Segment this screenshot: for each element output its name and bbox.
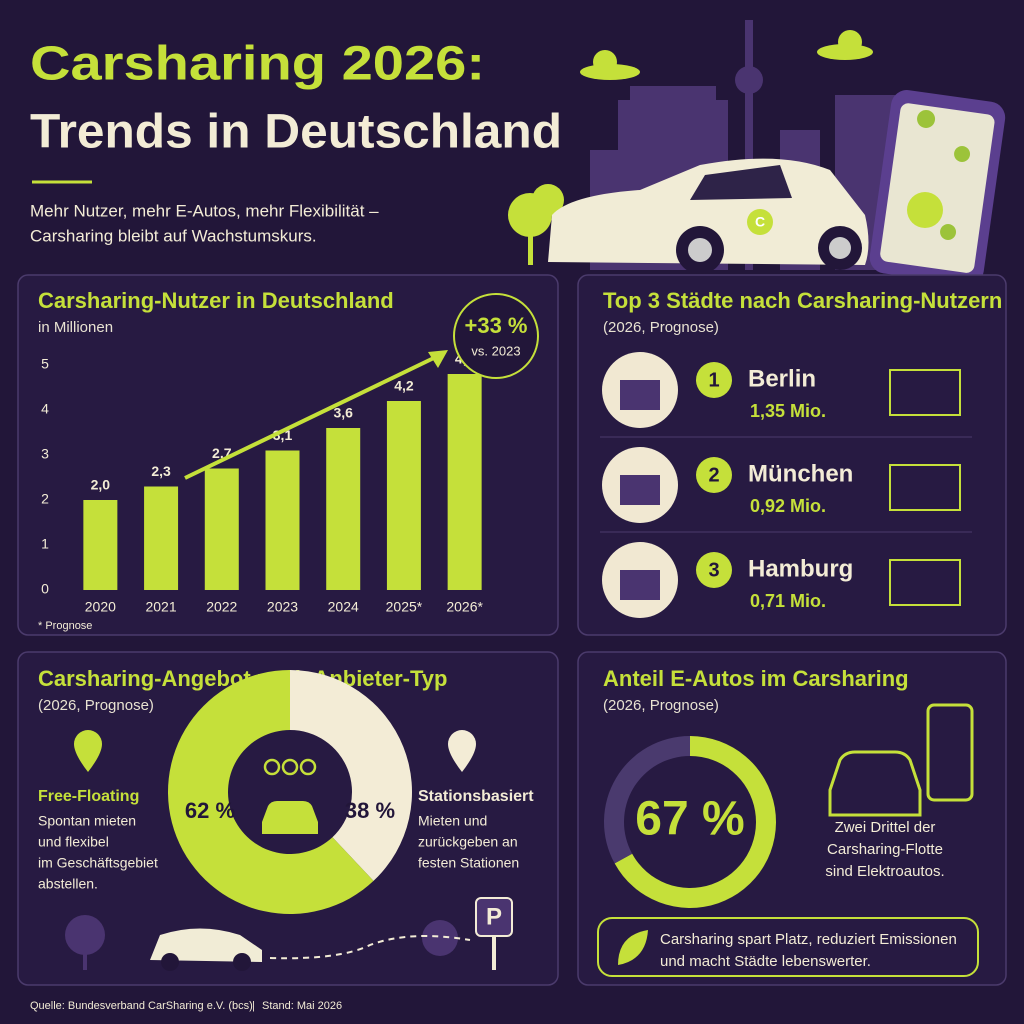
legend-text: Mieten und — [418, 813, 487, 829]
rank: 1 — [708, 369, 719, 391]
bar — [447, 374, 482, 590]
separator: | — [252, 1000, 255, 1012]
chart-title: Carsharing-Nutzer in Deutschland — [38, 288, 394, 313]
value-label: 38 % — [345, 798, 395, 823]
note: sind Elektroautos. — [825, 863, 944, 880]
landmark-icon — [889, 559, 961, 606]
badge — [453, 293, 539, 379]
x-tick-label: 2020 — [85, 599, 116, 615]
x-tick-label: 2024 — [328, 599, 359, 615]
value-label: 4,2 — [394, 378, 414, 394]
rank-badge — [696, 362, 732, 398]
people-icon — [299, 758, 317, 776]
chart-title: Anteil E-Autos im Carsharing — [603, 666, 909, 691]
rank: 3 — [708, 559, 719, 581]
bar — [265, 450, 300, 590]
bar — [326, 428, 361, 590]
landmark-icon — [889, 464, 961, 511]
title: Carsharing 2026: — [30, 38, 485, 91]
rank-badge — [696, 552, 732, 588]
x-tick-label: 2021 — [145, 599, 176, 615]
pie-slice — [167, 670, 374, 914]
city-skyline — [620, 475, 660, 505]
y-tick-label: 2 — [41, 491, 49, 507]
subtitle: Carsharing bleibt auf Wachstumskurs. — [30, 226, 317, 245]
value-label: 62 % — [185, 798, 235, 823]
chart-subtitle: (2026, Prognose) — [38, 697, 154, 714]
rank: 2 — [708, 464, 719, 486]
city-skyline — [620, 570, 660, 600]
callout-box — [597, 917, 979, 977]
pie-decor: P — [65, 730, 513, 971]
value-label: 2,3 — [151, 463, 171, 479]
y-tick-label: 0 — [41, 581, 49, 597]
parking-sign: P — [486, 903, 502, 930]
x-tick-label: 2023 — [267, 599, 298, 615]
people-icon — [281, 758, 299, 776]
trend-arrow — [184, 353, 441, 480]
chart-subtitle: (2026, Prognose) — [603, 697, 719, 714]
phone — [869, 90, 1006, 286]
leaf-icon — [618, 930, 648, 965]
panel — [577, 274, 1007, 636]
legend-text: zurückgeben an — [418, 834, 518, 850]
city-skyline — [620, 380, 660, 410]
y-tick-label: 4 — [41, 401, 49, 417]
legend-text: festen Stationen — [418, 855, 519, 871]
value-label: 3,6 — [333, 405, 353, 421]
legend-text: im Geschäftsgebiet — [38, 855, 158, 871]
city-name: München — [748, 460, 853, 487]
callout-text: und macht Städte lebenswerter. — [660, 953, 871, 970]
bar — [144, 486, 179, 590]
legend-label: Free-Floating — [38, 788, 139, 805]
callout-text: Carsharing spart Platz, reduziert Emissi… — [660, 931, 957, 948]
date: Stand: Mai 2026 — [262, 1000, 342, 1012]
city-name: Hamburg — [748, 555, 853, 582]
y-tick-label: 3 — [41, 446, 49, 462]
value-label: 67 % — [635, 793, 744, 846]
clouds — [580, 30, 873, 80]
x-tick-label: 2026* — [446, 599, 483, 615]
section-title: Top 3 Städte nach Carsharing-Nutzern — [603, 288, 1002, 313]
legend-text: Spontan mieten — [38, 813, 136, 829]
tree — [508, 184, 564, 265]
x-tick-label: 2025* — [386, 599, 423, 615]
bar — [83, 500, 118, 590]
note: Zwei Drittel der — [835, 819, 936, 836]
car: C — [548, 158, 869, 274]
note: Carsharing-Flotte — [827, 841, 943, 858]
charger-icon — [828, 703, 974, 817]
people-icon — [263, 758, 281, 776]
pie-slice — [290, 670, 412, 881]
car-icon — [262, 801, 318, 834]
annotation: +33 % — [465, 313, 528, 338]
title: Trends in Deutschland — [30, 106, 562, 159]
city-value: 1,35 Mio. — [750, 401, 826, 421]
value-label: 2,0 — [91, 477, 111, 493]
city-name: Berlin — [748, 365, 816, 392]
bar — [386, 401, 421, 590]
landmark-icon — [889, 369, 961, 416]
bar — [204, 468, 239, 590]
x-tick-label: 2022 — [206, 599, 237, 615]
legend-text: und flexibel — [38, 834, 109, 850]
rank-badge — [696, 457, 732, 493]
arrow-head — [428, 350, 448, 368]
city-value: 0,92 Mio. — [750, 496, 826, 516]
y-tick-label: 5 — [41, 356, 49, 372]
annotation-note: vs. 2023 — [471, 343, 520, 358]
subtitle: Mehr Nutzer, mehr E-Autos, mehr Flexibil… — [30, 201, 379, 220]
section-subtitle: (2026, Prognose) — [603, 319, 719, 336]
city-value: 0,71 Mio. — [750, 591, 826, 611]
car-logo: C — [755, 214, 765, 230]
donut-segment — [604, 736, 690, 864]
chart-subtitle: in Millionen — [38, 319, 113, 336]
source: Quelle: Bundesverband CarSharing e.V. (b… — [30, 1000, 253, 1012]
footnote: * Prognose — [38, 620, 92, 632]
y-tick-label: 1 — [41, 536, 49, 552]
legend-label: Stationsbasiert — [418, 788, 534, 805]
legend-text: abstellen. — [38, 876, 98, 892]
